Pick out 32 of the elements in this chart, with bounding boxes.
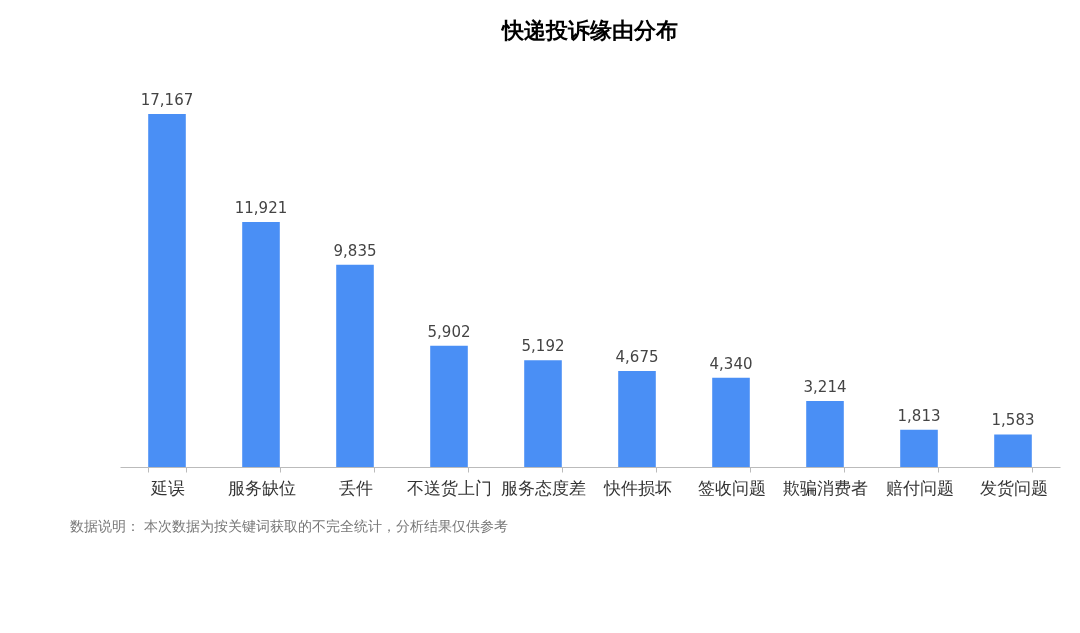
x-tick-label: 赔付问题 [885, 477, 954, 498]
bar [430, 345, 468, 467]
data-label: 4,675 [615, 347, 659, 366]
x-tick-label: 欺骗消费者 [783, 477, 868, 498]
data-label: 1,583 [991, 411, 1035, 430]
data-label: 1,813 [897, 406, 941, 425]
x-tick-label: 签收问题 [697, 477, 766, 498]
data-label: 5,902 [427, 322, 471, 341]
bar [148, 114, 186, 467]
data-label: 5,192 [521, 337, 565, 356]
x-tick-label: 不送货上门 [407, 477, 492, 498]
bar [900, 429, 938, 467]
bar [336, 264, 374, 467]
bar [712, 377, 750, 467]
data-label: 3,214 [803, 377, 847, 396]
x-tick-label: 快件损坏 [602, 477, 672, 498]
data-label: 9,835 [333, 241, 377, 260]
bar [618, 370, 656, 467]
data-label: 17,167 [140, 91, 194, 110]
text: 数据说明： 本次数据为按关键词获取的不完全统计，分析结果仅供参考 [70, 518, 509, 534]
bar [806, 400, 844, 467]
x-tick-label: 延误 [149, 477, 185, 498]
x-tick-label: 服务缺位 [227, 477, 296, 498]
bar [994, 434, 1032, 467]
data-label: 11,921 [234, 198, 288, 217]
x-tick-label: 丢件 [338, 477, 373, 498]
bar [524, 360, 562, 467]
x-tick-label: 服务态度差 [501, 477, 586, 498]
data-label: 4,340 [709, 354, 753, 373]
bar [242, 221, 280, 467]
chart-title: 快递投诉缘由分布 [500, 18, 678, 44]
x-tick-label: 发货问题 [979, 477, 1048, 498]
